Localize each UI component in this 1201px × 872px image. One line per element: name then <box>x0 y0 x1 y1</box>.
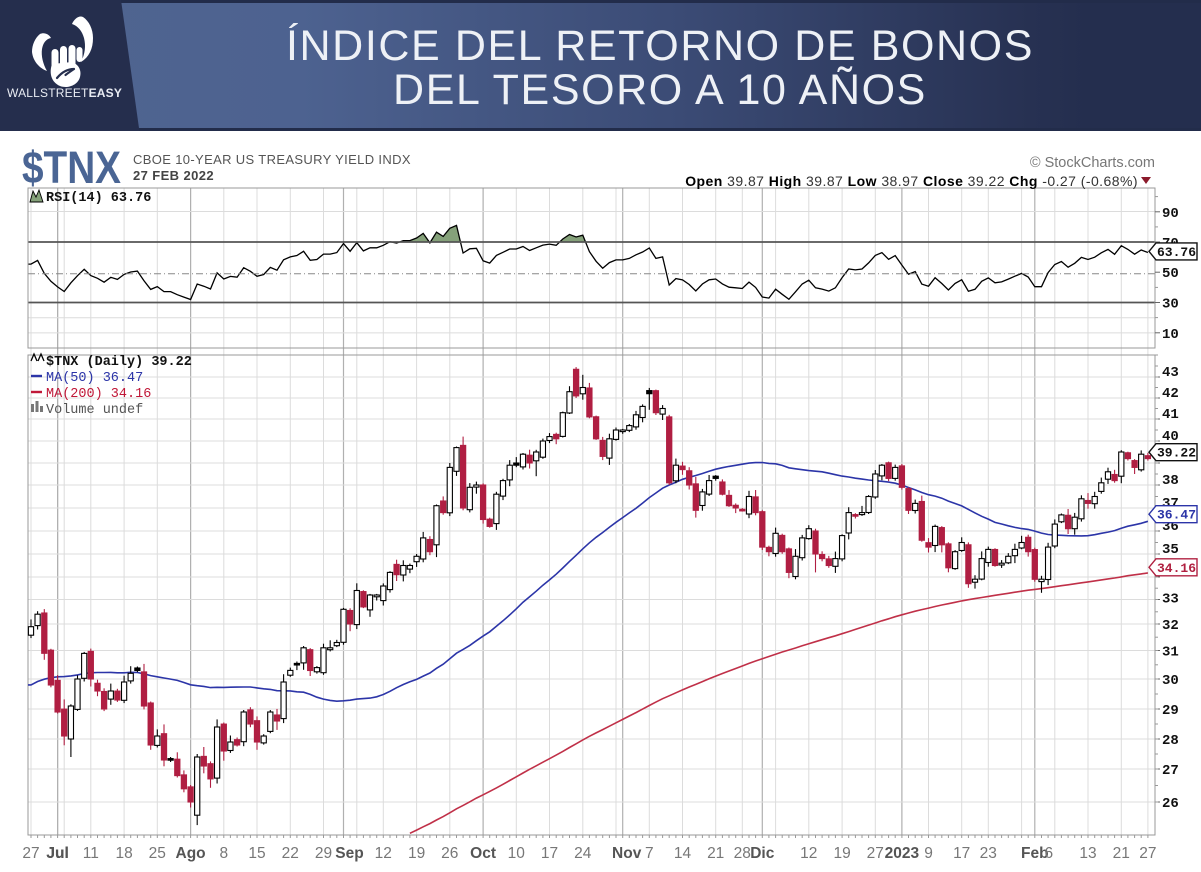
svg-text:27 FEB 2022: 27 FEB 2022 <box>133 168 214 183</box>
svg-text:90: 90 <box>1162 206 1179 222</box>
svg-text:Jul: Jul <box>46 845 68 862</box>
svg-text:Nov: Nov <box>612 845 642 862</box>
svg-text:28: 28 <box>734 845 751 862</box>
svg-text:22: 22 <box>282 845 299 862</box>
svg-text:27: 27 <box>867 845 884 862</box>
svg-text:28: 28 <box>1162 733 1179 749</box>
svg-text:40: 40 <box>1162 429 1179 445</box>
svg-text:MA(50) 36.47: MA(50) 36.47 <box>46 371 143 386</box>
svg-text:30: 30 <box>1162 297 1179 313</box>
svg-text:50: 50 <box>1162 266 1179 282</box>
svg-text:12: 12 <box>375 845 392 862</box>
svg-text:27: 27 <box>1139 845 1156 862</box>
svg-text:39.22: 39.22 <box>1157 446 1196 461</box>
svg-text:29: 29 <box>1162 703 1179 719</box>
svg-text:21: 21 <box>1113 845 1130 862</box>
svg-text:$TNX: $TNX <box>22 142 121 193</box>
svg-text:38: 38 <box>1162 473 1179 489</box>
svg-text:41: 41 <box>1162 407 1179 423</box>
svg-text:30: 30 <box>1162 673 1179 689</box>
svg-text:Feb: Feb <box>1021 845 1049 862</box>
svg-text:32: 32 <box>1162 618 1179 634</box>
svg-text:63.76: 63.76 <box>1157 245 1196 260</box>
svg-text:11: 11 <box>83 845 99 862</box>
svg-text:15: 15 <box>248 845 265 862</box>
svg-text:43: 43 <box>1162 365 1179 381</box>
svg-text:2023: 2023 <box>885 845 920 862</box>
svg-text:27: 27 <box>22 845 39 862</box>
svg-text:RSI(14) 63.76: RSI(14) 63.76 <box>46 191 151 206</box>
svg-text:© StockCharts.com: © StockCharts.com <box>1030 155 1155 171</box>
svg-text:Ago: Ago <box>176 845 206 862</box>
svg-text:19: 19 <box>833 845 850 862</box>
svg-text:6: 6 <box>1044 845 1053 862</box>
svg-text:Volume undef: Volume undef <box>46 403 143 418</box>
svg-text:36.47: 36.47 <box>1157 508 1196 523</box>
svg-text:25: 25 <box>149 845 166 862</box>
svg-text:23: 23 <box>980 845 997 862</box>
svg-text:27: 27 <box>1162 763 1179 779</box>
svg-text:34.16: 34.16 <box>1157 561 1196 576</box>
svg-text:42: 42 <box>1162 386 1179 402</box>
svg-text:Open 39.87 High 39.87 Low 38.9: Open 39.87 High 39.87 Low 38.97 Close 39… <box>685 173 1138 189</box>
svg-text:13: 13 <box>1079 845 1096 862</box>
svg-text:10: 10 <box>1162 327 1179 343</box>
svg-text:21: 21 <box>707 845 724 862</box>
svg-text:17: 17 <box>953 845 970 862</box>
svg-text:Dic: Dic <box>750 845 775 862</box>
svg-text:29: 29 <box>315 845 332 862</box>
svg-text:33: 33 <box>1162 592 1179 608</box>
svg-text:8: 8 <box>219 845 228 862</box>
svg-text:Jul: Jul <box>46 845 68 862</box>
svg-text:31: 31 <box>1162 645 1179 661</box>
svg-text:10: 10 <box>508 845 526 862</box>
svg-text:7: 7 <box>645 845 654 862</box>
svg-text:35: 35 <box>1162 542 1179 558</box>
svg-text:24: 24 <box>574 845 592 862</box>
svg-text:19: 19 <box>408 845 425 862</box>
svg-text:MA(200) 34.16: MA(200) 34.16 <box>46 387 151 402</box>
svg-text:26: 26 <box>441 845 458 862</box>
svg-text:12: 12 <box>800 845 817 862</box>
svg-text:CBOE 10-YEAR US TREASURY YIELD: CBOE 10-YEAR US TREASURY YIELD INDX <box>133 152 411 167</box>
svg-text:26: 26 <box>1162 796 1179 812</box>
svg-text:9: 9 <box>924 845 933 862</box>
svg-text:Oct: Oct <box>470 845 496 862</box>
svg-text:17: 17 <box>541 845 558 862</box>
svg-text:14: 14 <box>674 845 692 862</box>
svg-text:Sep: Sep <box>335 845 363 862</box>
svg-text:18: 18 <box>115 845 132 862</box>
svg-text:$TNX (Daily) 39.22: $TNX (Daily) 39.22 <box>46 355 192 370</box>
